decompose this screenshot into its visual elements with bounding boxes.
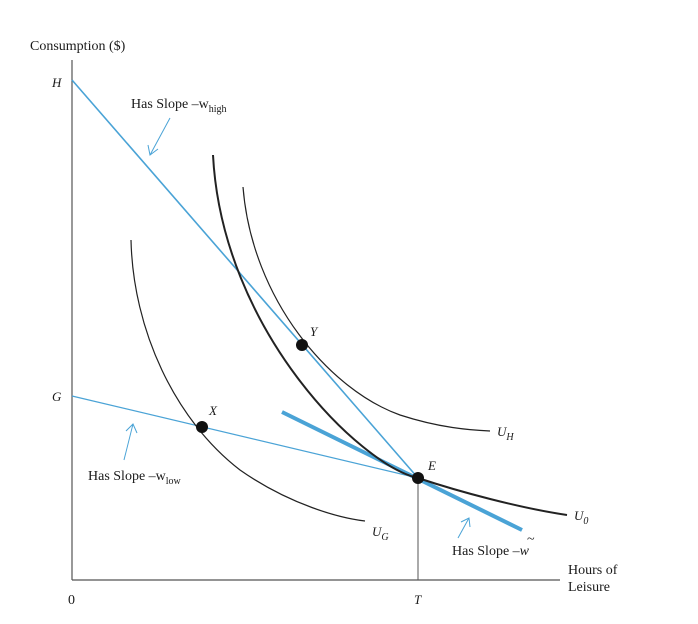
annotation-high-slope: Has Slope –whigh — [131, 97, 227, 115]
y-tick-H: H — [51, 75, 62, 90]
label-U0: U0 — [574, 508, 588, 527]
point-X — [196, 421, 208, 433]
budget-line-high — [71, 79, 419, 479]
annotation-tilde-accent: ~ — [527, 532, 535, 547]
label-E: E — [427, 458, 436, 473]
origin-label: 0 — [68, 593, 75, 608]
annotation-low-slope: Has Slope –wlow — [88, 469, 182, 487]
point-Y — [296, 339, 308, 351]
x-tick-T: T — [414, 592, 422, 607]
label-UG: UG — [372, 524, 389, 543]
curve-UH — [242, 186, 491, 432]
budget-line-low — [71, 395, 419, 479]
label-UG-sub: G — [381, 532, 388, 543]
label-U0-sub: 0 — [583, 516, 588, 527]
arrow-tilde — [457, 517, 470, 539]
y-axis-label: Consumption ($) — [30, 39, 126, 54]
annotation-low-sub: low — [166, 476, 182, 487]
label-UH: UH — [497, 424, 514, 443]
arrow-low-head — [125, 423, 138, 434]
curve-UG — [130, 239, 366, 522]
x-axis-label-line1: Hours of — [568, 563, 618, 578]
label-X: X — [208, 403, 218, 418]
annotation-tilde-var: w — [520, 544, 530, 559]
arrow-tilde-head — [460, 517, 471, 528]
curve-U0 — [212, 154, 568, 516]
arrow-low — [123, 423, 134, 461]
label-Y: Y — [310, 324, 319, 339]
arrow-high-head — [147, 144, 159, 156]
arrow-high — [149, 117, 171, 156]
annotation-tilde-slope: Has Slope –w — [452, 544, 530, 559]
budget-line-tilde — [281, 410, 523, 532]
label-UH-sub: H — [505, 432, 514, 443]
annotation-high-sub: high — [209, 104, 227, 115]
y-tick-G: G — [52, 389, 62, 404]
point-E — [412, 472, 424, 484]
x-axis-label-line2: Leisure — [568, 580, 610, 595]
